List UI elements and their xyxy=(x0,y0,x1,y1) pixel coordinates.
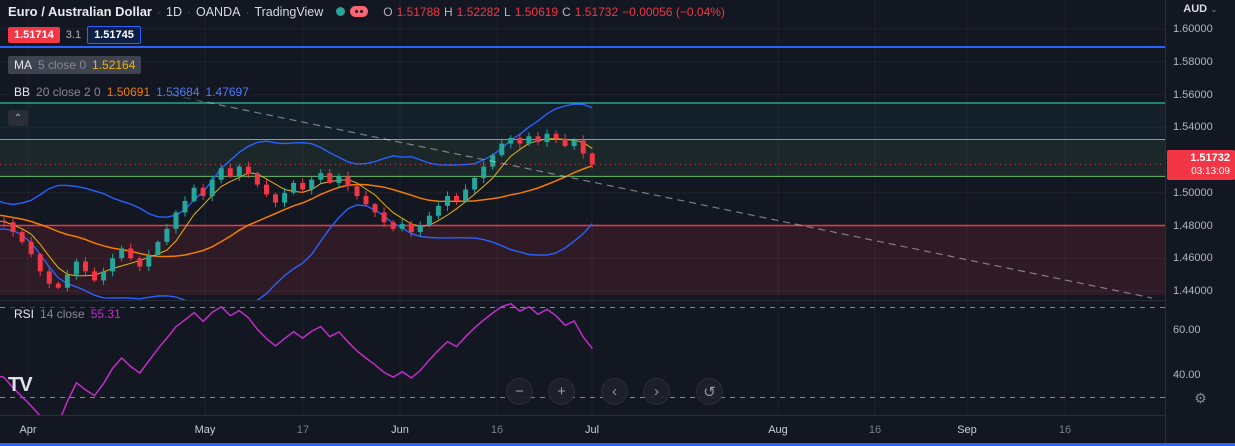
bid-ask-row: 1.51714 3.1 1.51745 xyxy=(8,26,141,44)
reset-chart-button[interactable]: ↺ xyxy=(696,378,723,405)
last-price-badge: 1.51732 03:13:09 xyxy=(1167,150,1235,180)
scroll-left-button[interactable]: ‹ xyxy=(601,378,628,405)
chevron-down-icon: ⌄ xyxy=(1210,3,1218,14)
price-tick: 1.46000 xyxy=(1173,252,1213,265)
ideas-stream-icon[interactable] xyxy=(350,6,369,17)
rsi-indicator-value: 55.31 xyxy=(90,307,121,321)
zoom-in-button[interactable]: + xyxy=(548,378,575,405)
ohlc-readout: O 1.51788 H 1.52282 L 1.50619 C 1.51732 … xyxy=(383,5,725,19)
price-tick: 1.58000 xyxy=(1173,55,1213,68)
chart-nav-toolbar: − + ‹ › ↺ xyxy=(506,378,723,405)
time-tick: Jul xyxy=(584,424,600,436)
time-tick: 16 xyxy=(868,424,882,436)
time-axis[interactable]: Apr May 17 Jun 16 Jul Aug 16 Sep 16 xyxy=(0,415,1165,446)
rsi-indicator-params: 14 close xyxy=(40,307,85,321)
time-tick: Sep xyxy=(957,424,977,436)
chart-legend-header: Euro / Australian Dollar · 1D · OANDA · … xyxy=(8,3,725,20)
price-tick: 1.44000 xyxy=(1173,285,1213,297)
time-tick: 16 xyxy=(490,424,504,436)
market-open-icon xyxy=(336,7,346,16)
open-value: 1.51788 xyxy=(396,4,440,19)
time-tick: Aug xyxy=(768,424,788,436)
price-tick: 1.54000 xyxy=(1173,121,1213,134)
ask-price-badge: 1.51745 xyxy=(87,26,141,44)
bid-price-badge: 1.51714 xyxy=(8,27,60,43)
price-tick: 1.56000 xyxy=(1173,88,1213,101)
close-value: 1.51732 xyxy=(574,4,619,19)
timeframe-label[interactable]: 1D xyxy=(166,4,182,19)
high-value: 1.52282 xyxy=(456,4,501,19)
price-axis[interactable]: AUD ⌄ 1.60000 1.58000 1.56000 1.54000 1.5000… xyxy=(1165,0,1235,446)
bb-basis-value: 1.50691 xyxy=(106,85,151,99)
time-tick: 17 xyxy=(296,424,310,436)
price-tick: 1.48000 xyxy=(1173,219,1213,232)
separator: · xyxy=(157,4,161,19)
bb-indicator-row[interactable]: BB 20 close 2 0 1.50691 1.53684 1.47697 xyxy=(8,83,255,101)
last-price-value: 1.51732 xyxy=(1190,152,1230,165)
scroll-right-button[interactable]: › xyxy=(643,378,670,405)
bar-countdown: 03:13:09 xyxy=(1191,165,1230,177)
price-chart-canvas[interactable] xyxy=(0,0,1165,415)
time-tick: Jun xyxy=(391,424,409,436)
ma-indicator-name: MA xyxy=(14,58,32,72)
exchange-label[interactable]: OANDA xyxy=(195,4,241,19)
price-tick: 1.50000 xyxy=(1173,186,1213,199)
time-tick: May xyxy=(194,424,216,436)
low-label: L xyxy=(504,4,511,19)
open-label: O xyxy=(383,4,393,19)
spread-value: 3.1 xyxy=(65,29,82,41)
rsi-indicator-row[interactable]: RSI 14 close 55.31 xyxy=(8,305,127,323)
time-tick: 16 xyxy=(1058,424,1072,436)
bottom-accent-bar xyxy=(0,443,1235,446)
ma-indicator-row[interactable]: MA 5 close 0 1.52164 xyxy=(8,56,142,74)
bb-indicator-name: BB xyxy=(14,85,31,99)
close-label: C xyxy=(562,4,571,19)
time-tick: Apr xyxy=(19,424,37,436)
rsi-tick: 40.00 xyxy=(1173,369,1201,381)
separator: · xyxy=(245,4,250,19)
bb-upper-value: 1.53684 xyxy=(156,85,200,99)
tradingview-logo[interactable]: TV xyxy=(8,374,33,396)
axis-currency-label: AUD xyxy=(1183,3,1208,15)
chevron-up-icon: ⌃ xyxy=(13,112,23,124)
bb-indicator-params: 20 close 2 0 xyxy=(36,85,101,99)
ma-indicator-params: 5 close 0 xyxy=(38,58,87,72)
symbol-title[interactable]: Euro / Australian Dollar xyxy=(8,4,152,19)
low-value: 1.50619 xyxy=(514,4,559,19)
legend-collapse-button[interactable]: ⌃ xyxy=(8,110,28,126)
gear-icon[interactable]: ⚙ xyxy=(1194,390,1207,406)
ma-indicator-value: 1.52164 xyxy=(92,58,136,72)
high-label: H xyxy=(443,4,453,19)
zoom-out-button[interactable]: − xyxy=(506,378,533,405)
separator: · xyxy=(186,4,191,19)
rsi-tick: 60.00 xyxy=(1173,324,1201,336)
axis-currency[interactable]: AUD ⌄ xyxy=(1166,3,1235,15)
brand-label: TradingView xyxy=(254,4,324,19)
rsi-indicator-name: RSI xyxy=(14,307,35,321)
change-value: −0.00056 (−0.04%) xyxy=(622,4,725,19)
price-tick: 1.60000 xyxy=(1173,23,1213,35)
bb-lower-value: 1.47697 xyxy=(205,85,249,99)
